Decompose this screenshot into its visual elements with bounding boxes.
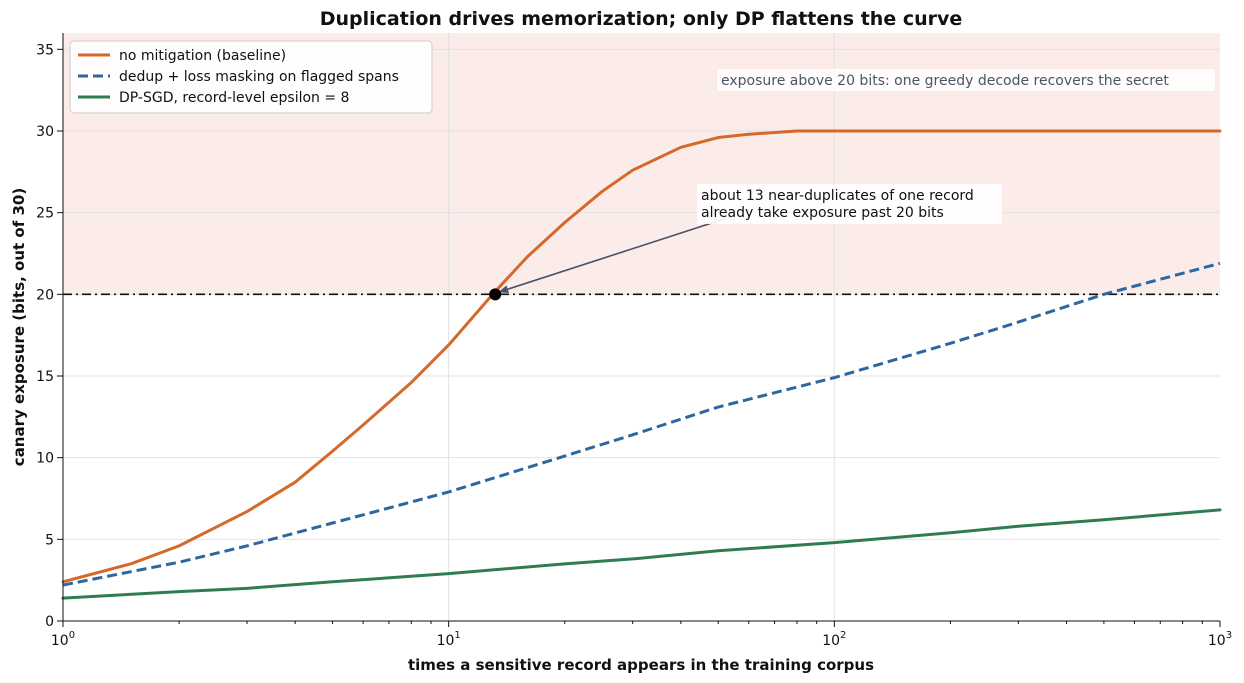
y-tick-label: 15 — [36, 369, 54, 385]
band-label-box — [717, 69, 1215, 91]
legend-items: no mitigation (baseline) dedup + loss mas… — [78, 48, 399, 106]
y-tick-label: 10 — [36, 451, 54, 467]
x-tick-label: 100 — [51, 630, 75, 649]
x-tick-label: 103 — [1208, 630, 1232, 649]
annotation-box — [697, 184, 1002, 224]
y-ticks: 0 5 10 15 20 25 30 35 — [36, 42, 63, 630]
band-label: exposure above 20 bits: one greedy decod… — [721, 73, 1169, 89]
legend-label-3: DP-SGD, record-level epsilon = 8 — [119, 90, 349, 106]
annotation-arrowhead — [498, 285, 509, 294]
annotation-line-1: about 13 near-duplicates of one record — [701, 188, 974, 204]
x-axis-label: times a sensitive record appears in the … — [408, 656, 874, 674]
series-group — [61, 129, 1222, 600]
series-line-2 — [62, 261, 1221, 587]
series-line-3 — [61, 508, 1222, 600]
threshold-crossing-point — [489, 288, 502, 301]
annotation-arrow — [497, 216, 731, 294]
band-label-group: exposure above 20 bits: one greedy decod… — [717, 69, 1215, 91]
series-line-1 — [61, 129, 1222, 584]
y-tick-label: 35 — [36, 42, 54, 58]
y-tick-label: 20 — [36, 287, 54, 303]
axes: 100 101 102 103 0 5 10 15 20 25 30 35 — [36, 33, 1232, 649]
annotation-line-2: already take exposure past 20 bits — [701, 205, 944, 221]
x-tick-label: 102 — [822, 630, 846, 649]
legend: no mitigation (baseline) dedup + loss mas… — [69, 40, 433, 114]
y-tick-label: 25 — [36, 206, 54, 222]
x-ticks: 100 101 102 103 — [51, 621, 1232, 649]
y-tick-label: 5 — [45, 532, 54, 548]
chart-title: Duplication drives memorization; only DP… — [320, 8, 963, 30]
y-tick-label: 0 — [45, 614, 54, 630]
legend-label-2: dedup + loss masking on flagged spans — [119, 69, 399, 85]
legend-box — [69, 40, 433, 114]
y-tick-label: 30 — [36, 124, 54, 140]
legend-label-1: no mitigation (baseline) — [119, 48, 286, 64]
y-axis-label: canary exposure (bits, out of 30) — [10, 188, 28, 466]
x-tick-label: 101 — [437, 630, 461, 649]
annotation-group: about 13 near-duplicates of one record a… — [697, 184, 1002, 224]
